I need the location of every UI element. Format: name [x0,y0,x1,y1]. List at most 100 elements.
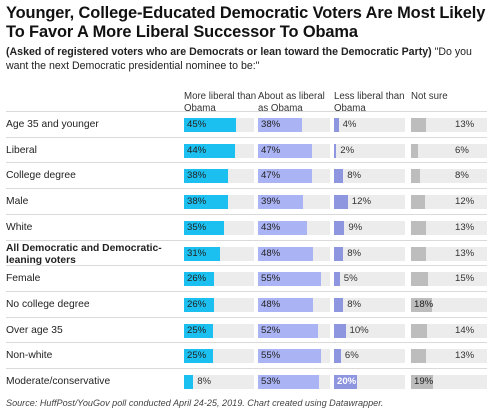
bar-track [411,323,487,338]
bar-about-as-liberal-as-obama-male [258,195,303,210]
row-separator [6,213,487,215]
row-separator [6,265,487,267]
value-label: 44% [187,144,207,156]
row-label-female: Female [6,273,41,285]
column-header-not-sure: Not sure [411,91,448,102]
row-separator [6,368,487,369]
bar-less-liberal-than-obama-college-degree [334,169,344,184]
bar-more-liberal-than-obama-non-white [184,349,213,364]
bar-more-liberal-than-obama-over-age-35 [184,323,213,338]
bar-less-liberal-than-obama-all-democratic-and-democratic-leaning-voters [334,246,344,261]
bar-about-as-liberal-as-obama-over-age-35 [258,323,318,338]
source-note: Source: HuffPost/YouGov poll conducted A… [6,398,384,408]
bar-more-liberal-than-obama-college-degree [184,169,228,184]
bar-more-liberal-than-obama-no-college-degree [184,297,214,312]
bar-less-liberal-than-obama-moderate-conservative [334,375,357,389]
bar-less-liberal-than-obama-male [334,195,348,210]
value-label: 55% [261,273,281,285]
value-label: 15% [455,273,475,285]
value-label: 8% [347,247,362,259]
bar-track [411,272,487,287]
bar-track [184,375,254,389]
row-separator [6,290,487,292]
value-label: 47% [261,170,281,182]
value-label: 38% [187,170,207,182]
row-label-college-degree: College degree [6,170,76,182]
bar-about-as-liberal-as-obama-white [258,220,308,235]
bar-more-liberal-than-obama-age-35-and-younger [184,118,236,132]
row-separator [6,111,487,112]
value-label: 13% [455,119,475,130]
bar-not-sure-all-democratic-and-democratic-leaning-voters [411,246,426,261]
value-label: 25% [187,350,207,362]
subtitle-bold-part: (Asked of registered voters who are Demo… [6,46,432,58]
value-label: 13% [455,247,475,259]
value-label: 8% [455,170,469,182]
value-label: 8% [347,298,362,310]
row-label-liberal: Liberal [6,144,37,156]
bar-not-sure-college-degree [411,169,421,184]
bar-track [334,246,405,261]
bar-not-sure-age-35-and-younger [411,118,426,132]
bar-track [334,220,405,235]
bar-not-sure-liberal [411,143,418,158]
row-label-male: Male [6,196,29,208]
row-separator [6,136,487,138]
bar-track [411,118,487,132]
column-header-less-liberal-than-obama: Less liberal than Obama [334,91,405,114]
bar-less-liberal-than-obama-over-age-35 [334,323,346,338]
bar-not-sure-non-white [411,349,426,364]
bar-track [411,220,487,235]
bar-more-liberal-than-obama-all-democratic-and-democratic-leaning-voters [184,246,220,261]
row-separator [6,162,487,164]
value-label: 13% [455,221,475,233]
value-label: 25% [187,324,207,336]
value-label: 6% [455,144,469,156]
bar-about-as-liberal-as-obama-moderate-conservative [258,375,319,389]
value-label: 20% [337,376,357,387]
row-label-non-white: Non-white [6,350,53,362]
value-label: 53% [261,376,281,387]
bar-not-sure-over-age-35 [411,323,428,338]
row-label-white: White [6,221,33,233]
bar-more-liberal-than-obama-female [184,272,214,287]
row-label-moderate-conservative: Moderate/conservative [6,376,111,387]
bar-about-as-liberal-as-obama-college-degree [258,169,313,184]
subtitle-question: "Do you want the next Democratic preside… [6,46,472,72]
bar-more-liberal-than-obama-male [184,195,228,210]
row-separator [6,239,487,241]
value-label: 8% [347,170,362,182]
value-label: 26% [187,298,207,310]
value-label: 52% [261,324,281,336]
bar-about-as-liberal-as-obama-age-35-and-younger [258,118,302,132]
bar-track [334,297,405,312]
value-label: 6% [344,350,359,362]
bar-not-sure-male [411,195,425,210]
bar-less-liberal-than-obama-liberal [334,143,337,158]
chart-title: Younger, College-Educated Democratic Vot… [6,4,486,41]
bar-more-liberal-than-obama-white [184,220,225,235]
row-label-no-college-degree: No college degree [6,298,90,310]
bar-track [334,272,405,287]
bar-track [334,323,405,338]
value-label: 18% [414,298,434,310]
value-label: 31% [187,247,207,259]
bar-about-as-liberal-as-obama-non-white [258,349,322,364]
value-label: 39% [261,196,281,208]
bar-track [411,349,487,364]
row-separator [6,188,487,190]
value-label: 10% [349,324,369,336]
bar-track [411,195,487,210]
bar-track [334,143,405,158]
value-label: 12% [351,196,371,208]
bar-track [334,169,405,184]
row-label-over-age-35: Over age 35 [6,324,63,336]
value-label: 38% [261,119,281,130]
bar-less-liberal-than-obama-white [334,220,345,235]
value-label: 14% [455,324,475,336]
value-label: 35% [187,221,207,233]
value-label: 12% [455,196,475,208]
bar-more-liberal-than-obama-moderate-conservative [184,375,194,389]
row-separator [6,316,487,318]
bar-track [411,246,487,261]
